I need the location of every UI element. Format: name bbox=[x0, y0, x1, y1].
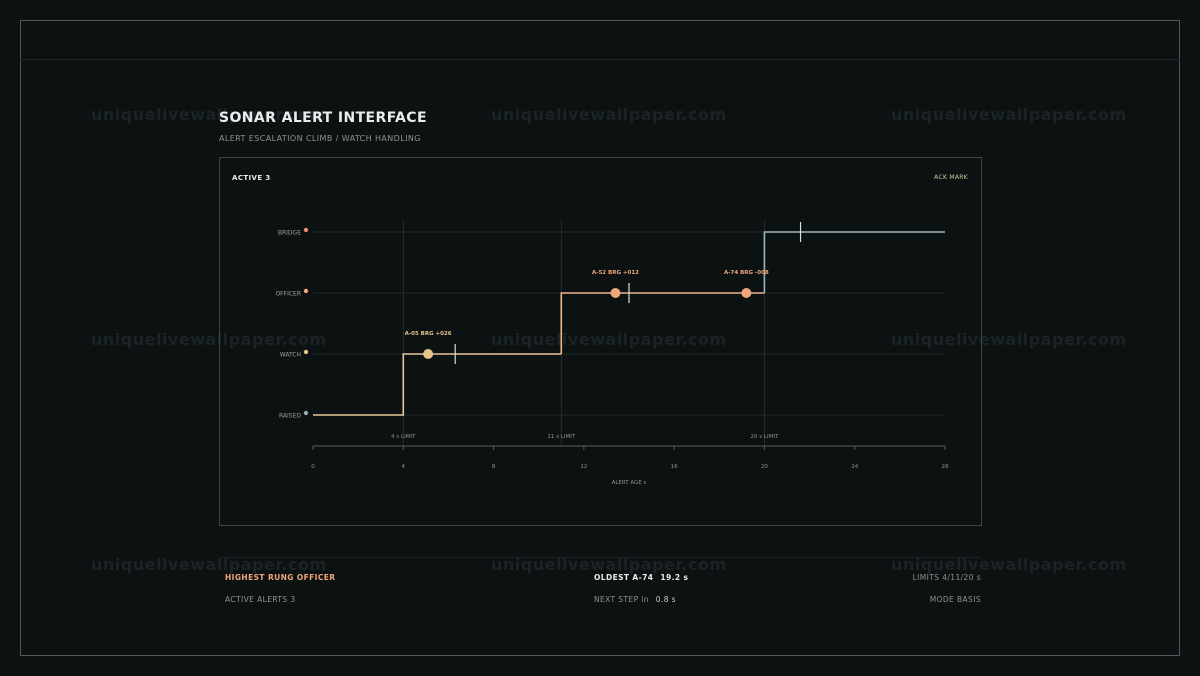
limit-label: 20 s LIMIT bbox=[751, 434, 779, 440]
rung-label-watch: WATCH bbox=[280, 352, 301, 359]
highest-rung-status: HIGHEST RUNG OFFICER bbox=[225, 573, 336, 582]
watermark: uniquelivewallpaper.com bbox=[491, 105, 727, 124]
x-tick-label: 12 bbox=[580, 464, 587, 470]
rung-dot bbox=[303, 349, 309, 355]
alert-marker-a-74 bbox=[741, 288, 752, 298]
footer-divider bbox=[220, 557, 980, 558]
rung-dot bbox=[303, 410, 309, 416]
x-tick-label: 24 bbox=[851, 464, 858, 470]
x-tick-label: 16 bbox=[671, 464, 678, 470]
next-step-value: 0.8 s bbox=[655, 595, 676, 604]
rung-label-raised: RAISED bbox=[279, 413, 301, 420]
ack-mark-legend: ACK MARK bbox=[934, 174, 968, 181]
active-count-label: ACTIVE 3 bbox=[232, 174, 271, 182]
watermark: uniquelivewallpaper.com bbox=[491, 330, 727, 349]
x-tick-label: 0 bbox=[311, 464, 315, 470]
limit-label: 4 s LIMIT bbox=[391, 434, 416, 440]
mode-readout: MODE BASIS bbox=[929, 595, 981, 604]
escalation-path-bridge bbox=[763, 231, 945, 293]
x-tick-label: 28 bbox=[942, 464, 949, 470]
oldest-alert-label: OLDEST A-74 bbox=[594, 573, 654, 582]
next-step-label: NEXT STEP in bbox=[594, 595, 649, 604]
active-alerts-count: ACTIVE ALERTS 3 bbox=[225, 595, 296, 604]
next-step: NEXT STEP in 0.8 s bbox=[594, 595, 676, 604]
limits-readout: LIMITS 4/11/20 s bbox=[912, 573, 981, 582]
page-subtitle: ALERT ESCALATION CLIMB / WATCH HANDLING bbox=[219, 134, 421, 143]
outer-frame bbox=[20, 20, 1180, 656]
x-axis-title: ALERT AGE s bbox=[612, 480, 647, 486]
watermark: uniquelivewallpaper.com bbox=[491, 555, 727, 574]
alert-label-a-74: A-74 BRG -008 bbox=[724, 270, 769, 276]
watermark: uniquelivewallpaper.com bbox=[891, 330, 1127, 349]
top-divider bbox=[20, 59, 1180, 60]
alert-marker-a-05 bbox=[423, 349, 434, 359]
alert-marker-a-52 bbox=[610, 288, 621, 298]
oldest-alert-value: 19.2 s bbox=[660, 573, 689, 582]
watermark: uniquelivewallpaper.com bbox=[91, 105, 327, 124]
limit-label: 11 s LIMIT bbox=[547, 434, 575, 440]
escalation-chart: RAISED WATCH OFFICER BRIDGE 4 s LIMIT 11 s LI… bbox=[275, 220, 949, 486]
rung-dot bbox=[303, 227, 309, 233]
rung-dot bbox=[303, 288, 309, 294]
escalation-path-low bbox=[313, 353, 562, 416]
alert-label-a-05: A-05 BRG +026 bbox=[405, 331, 452, 337]
watermark: uniquelivewallpaper.com bbox=[891, 555, 1127, 574]
x-tick-label: 4 bbox=[402, 464, 406, 470]
page-title: SONAR ALERT INTERFACE bbox=[219, 110, 427, 126]
watermark: uniquelivewallpaper.com bbox=[91, 555, 327, 574]
x-tick-label: 8 bbox=[492, 464, 496, 470]
watermark: uniquelivewallpaper.com bbox=[91, 330, 327, 349]
x-tick-label: 20 bbox=[761, 464, 768, 470]
rung-label-bridge: BRIDGE bbox=[278, 230, 301, 237]
escalation-path-officer bbox=[560, 292, 765, 354]
alert-label-a-52: A-52 BRG +012 bbox=[592, 270, 639, 276]
oldest-alert: OLDEST A-74 19.2 s bbox=[594, 573, 688, 582]
watermark: uniquelivewallpaper.com bbox=[891, 105, 1127, 124]
rung-label-officer: OFFICER bbox=[275, 291, 301, 298]
chart-panel: ACTIVE 3 ACK MARK RAISED WATCH OFFICER BRID… bbox=[219, 157, 982, 526]
